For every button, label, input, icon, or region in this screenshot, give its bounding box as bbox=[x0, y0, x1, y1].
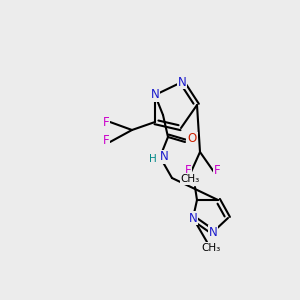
Text: N: N bbox=[208, 226, 217, 238]
Text: N: N bbox=[178, 76, 186, 88]
Text: F: F bbox=[103, 116, 109, 128]
Text: N: N bbox=[189, 212, 197, 224]
Text: N: N bbox=[151, 88, 159, 101]
Text: CH₃: CH₃ bbox=[201, 243, 220, 253]
Text: CH₃: CH₃ bbox=[180, 174, 200, 184]
Text: O: O bbox=[188, 133, 196, 146]
Text: N: N bbox=[160, 151, 168, 164]
Text: F: F bbox=[103, 134, 109, 148]
Text: F: F bbox=[185, 164, 191, 178]
Text: H: H bbox=[149, 154, 157, 164]
Text: F: F bbox=[214, 164, 220, 178]
